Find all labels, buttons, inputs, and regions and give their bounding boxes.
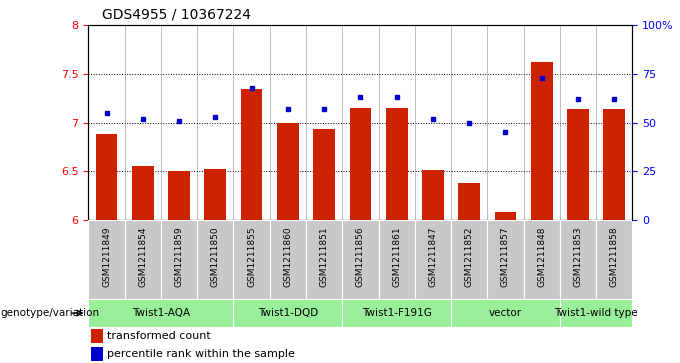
Bar: [567, 109, 589, 220]
Bar: [603, 109, 625, 220]
Bar: [132, 166, 154, 220]
Text: GSM1211861: GSM1211861: [392, 226, 401, 287]
Bar: [91, 329, 103, 343]
Bar: [560, 299, 632, 327]
Text: GDS4955 / 10367224: GDS4955 / 10367224: [102, 8, 251, 22]
Text: GSM1211857: GSM1211857: [501, 226, 510, 287]
Bar: [233, 299, 342, 327]
Bar: [451, 299, 560, 327]
Bar: [306, 220, 342, 299]
Bar: [270, 220, 306, 299]
Bar: [241, 89, 262, 220]
Bar: [277, 123, 299, 220]
Bar: [386, 108, 407, 220]
Text: transformed count: transformed count: [107, 331, 211, 341]
Bar: [488, 220, 524, 299]
Bar: [205, 169, 226, 220]
Text: genotype/variation: genotype/variation: [0, 308, 99, 318]
Text: GSM1211850: GSM1211850: [211, 226, 220, 287]
Text: GSM1211848: GSM1211848: [537, 226, 546, 286]
Bar: [531, 62, 553, 220]
Text: GSM1211849: GSM1211849: [102, 226, 111, 286]
Bar: [197, 220, 233, 299]
Text: GSM1211860: GSM1211860: [284, 226, 292, 287]
Text: GSM1211856: GSM1211856: [356, 226, 365, 287]
Text: GSM1211854: GSM1211854: [138, 226, 148, 286]
Bar: [124, 220, 161, 299]
Text: GSM1211855: GSM1211855: [247, 226, 256, 287]
Bar: [88, 220, 124, 299]
Bar: [96, 134, 118, 220]
Text: GSM1211851: GSM1211851: [320, 226, 328, 287]
Bar: [342, 299, 451, 327]
Text: Twist1-wild type: Twist1-wild type: [554, 308, 638, 318]
Bar: [88, 299, 233, 327]
Text: Twist1-F191G: Twist1-F191G: [362, 308, 432, 318]
Text: Twist1-AQA: Twist1-AQA: [132, 308, 190, 318]
Bar: [313, 129, 335, 220]
Text: percentile rank within the sample: percentile rank within the sample: [107, 349, 295, 359]
Bar: [350, 108, 371, 220]
Bar: [168, 171, 190, 220]
Text: vector: vector: [489, 308, 522, 318]
Text: GSM1211859: GSM1211859: [175, 226, 184, 287]
Bar: [422, 170, 444, 220]
Bar: [524, 220, 560, 299]
Bar: [494, 212, 516, 220]
Bar: [379, 220, 415, 299]
Text: GSM1211847: GSM1211847: [428, 226, 437, 286]
Bar: [161, 220, 197, 299]
Text: GSM1211852: GSM1211852: [464, 226, 474, 286]
Bar: [458, 183, 480, 220]
Text: GSM1211858: GSM1211858: [610, 226, 619, 287]
Bar: [451, 220, 488, 299]
Bar: [415, 220, 451, 299]
Text: GSM1211853: GSM1211853: [573, 226, 583, 287]
Bar: [91, 347, 103, 361]
Bar: [233, 220, 270, 299]
Bar: [560, 220, 596, 299]
Bar: [596, 220, 632, 299]
Text: Twist1-DQD: Twist1-DQD: [258, 308, 318, 318]
Bar: [342, 220, 379, 299]
